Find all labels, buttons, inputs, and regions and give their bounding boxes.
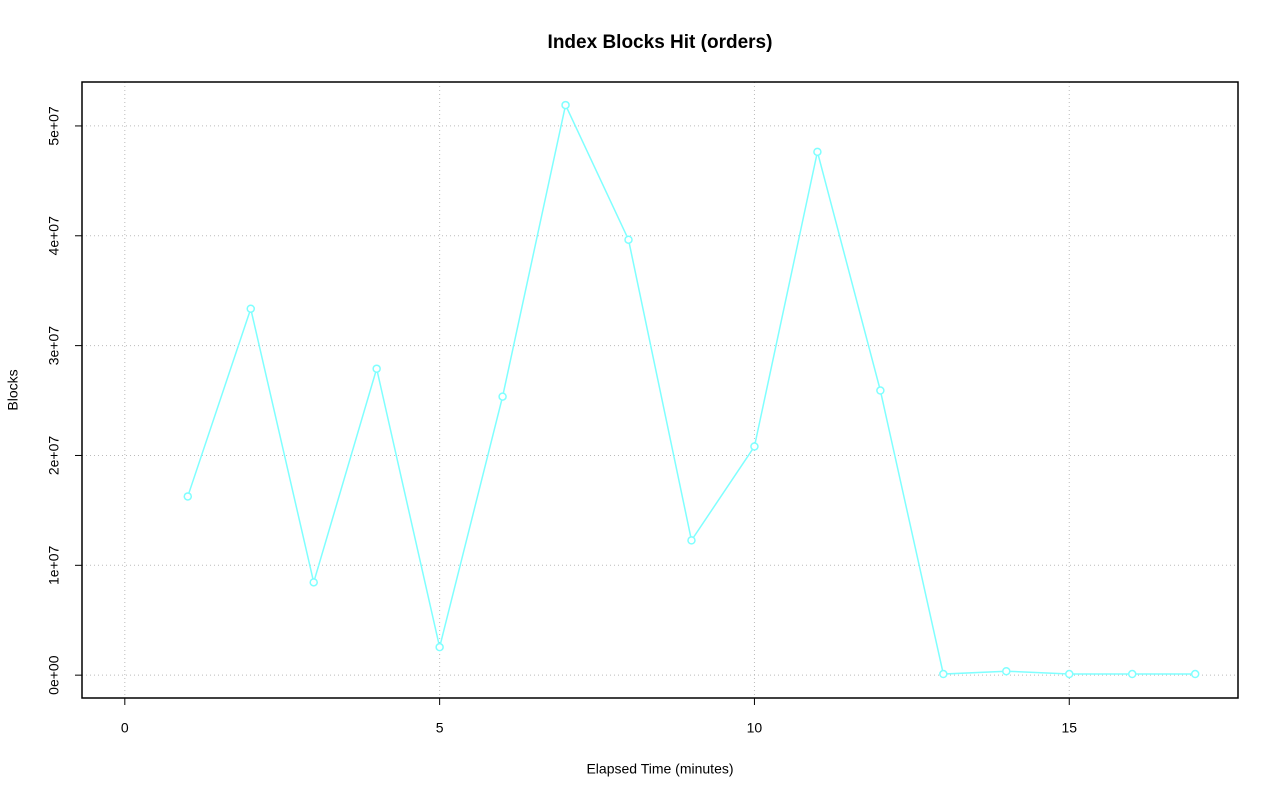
data-point [1002,666,1011,676]
chart-title: Index Blocks Hit (orders) [548,32,773,53]
y-axis-label: Blocks [5,369,21,410]
data-point [687,536,696,545]
data-point [939,669,948,679]
data-point [435,642,444,652]
x-tick-label: 15 [1061,720,1077,736]
y-tick-label: 1e+07 [46,545,62,585]
x-tick-label: 5 [436,720,444,736]
x-axis-label: Elapsed Time (minutes) [586,761,733,777]
data-point [1065,669,1074,679]
y-tick-label: 5e+07 [46,106,62,146]
plot-frame [81,81,1239,699]
y-tick-label: 3e+07 [46,326,62,366]
x-tick-label: 10 [747,720,763,736]
data-point [372,364,381,373]
data-point [813,147,822,157]
y-tick-label: 0e+00 [46,655,62,695]
data-point [246,304,255,313]
data-point [624,235,633,244]
data-point [561,100,570,110]
y-tick-label: 2e+07 [46,436,62,476]
x-tick-label: 0 [121,720,129,736]
data-point [1190,669,1200,679]
data-point [309,578,318,587]
data-point [750,442,759,451]
y-tick-label: 4e+07 [46,216,62,256]
data-point [183,492,193,501]
data-point [498,392,507,401]
data-point [876,386,885,395]
data-point [1127,669,1137,679]
data-line [187,102,1196,675]
